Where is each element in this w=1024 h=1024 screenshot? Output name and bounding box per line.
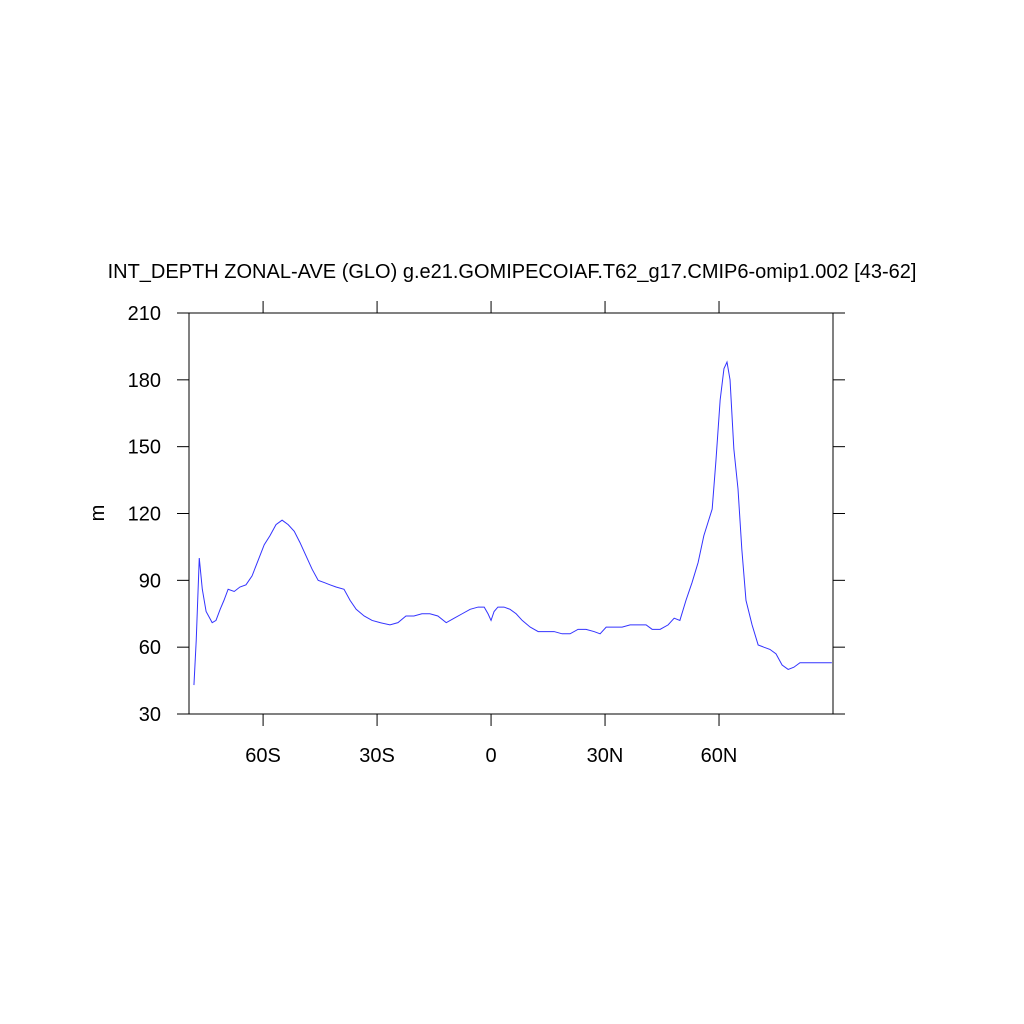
y-tick-label: 180 bbox=[128, 370, 161, 392]
x-tick-label: 0 bbox=[485, 745, 496, 767]
x-tick-label: 30S bbox=[359, 745, 395, 767]
x-tick-label: 60N bbox=[701, 745, 738, 767]
y-tick-label: 120 bbox=[128, 504, 161, 526]
x-tick-label: 60S bbox=[245, 745, 281, 767]
y-tick-label: 150 bbox=[128, 437, 161, 459]
y-tick-label: 30 bbox=[139, 704, 161, 726]
chart-title: INT_DEPTH ZONAL-AVE (GLO) g.e21.GOMIPECO… bbox=[108, 261, 917, 283]
plot-frame bbox=[188, 312, 834, 715]
y-tick-label: 60 bbox=[139, 637, 161, 659]
x-tick-label: 30N bbox=[587, 745, 624, 767]
y-tick-label: 90 bbox=[139, 570, 161, 592]
y-axis-label: m bbox=[87, 505, 109, 522]
data-line bbox=[193, 360, 832, 686]
y-tick-label: 210 bbox=[128, 303, 161, 325]
